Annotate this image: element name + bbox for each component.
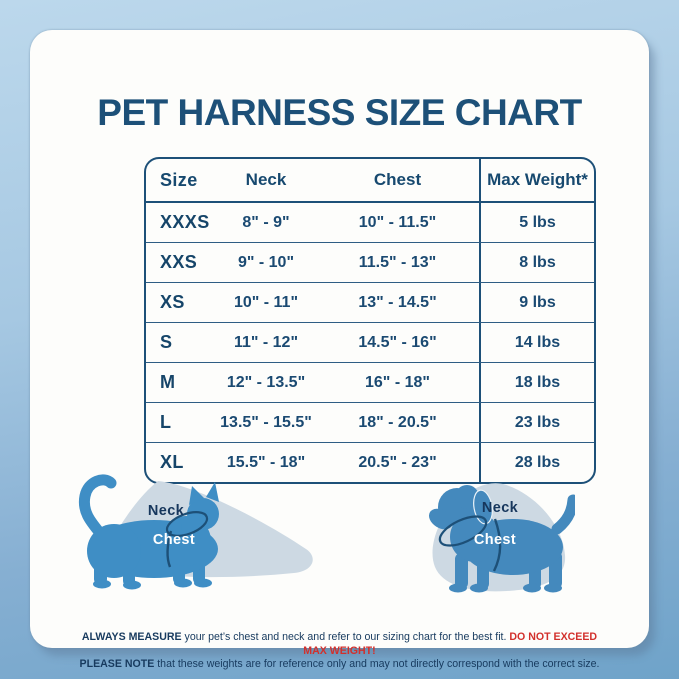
chest-cell: 14.5" - 16" xyxy=(358,333,437,351)
dog-measurement-illustration: Neck Chest xyxy=(428,483,575,593)
column-header-chest: Chest xyxy=(373,170,422,189)
size-cell: L xyxy=(160,412,172,432)
weight-cell: 18 lbs xyxy=(479,363,594,402)
size-cell: XL xyxy=(160,452,184,472)
weight-cell: 9 lbs xyxy=(479,283,594,322)
table-row: M 12" - 13.5" 16" - 18" 18 lbs xyxy=(146,362,594,402)
table-row: XS 10" - 11" 13" - 14.5" 9 lbs xyxy=(146,282,594,322)
size-cell: XXXS xyxy=(160,212,210,232)
cat-neck-strap xyxy=(165,511,209,537)
chest-cell: 18" - 20.5" xyxy=(358,413,437,431)
chest-cell: 11.5" - 13" xyxy=(358,253,437,271)
weight-cell: 23 lbs xyxy=(479,403,594,442)
cat-measurement-illustration: Neck Chest xyxy=(78,474,313,590)
reference-disclaimer-text: that these weights are for reference onl… xyxy=(154,658,600,671)
dog-chest-strap xyxy=(492,518,502,572)
table-row: XXXS 8" - 9" 10" - 11.5" 5 lbs xyxy=(146,203,594,242)
neck-cell: 15.5" - 18" xyxy=(226,453,306,471)
column-header-neck: Neck xyxy=(245,170,287,189)
size-cell: S xyxy=(160,332,173,352)
table-row: L 13.5" - 15.5" 18" - 20.5" 23 lbs xyxy=(146,402,594,442)
measure-instruction-text: your pet’s chest and neck and refer to o… xyxy=(181,631,510,643)
footer-line-2: PLEASE NOTE that these weights are for r… xyxy=(74,658,605,672)
neck-cell: 8" - 9" xyxy=(242,213,290,231)
dog-neck-strap xyxy=(438,515,488,547)
table-row: S 11" - 12" 14.5" - 16" 14 lbs xyxy=(146,322,594,362)
max-weight-warning-text: DO NOT EXCEED MAX WEIGHT! xyxy=(303,631,598,657)
table-row: XL 15.5" - 18" 20.5" - 23" 28 lbs xyxy=(146,442,594,482)
size-cell: XS xyxy=(160,292,185,312)
weight-cell: 5 lbs xyxy=(479,203,594,242)
always-measure-text: ALWAYS MEASURE xyxy=(81,631,182,643)
neck-cell: 13.5" - 15.5" xyxy=(220,413,312,431)
cat-neck-label: Neck xyxy=(148,503,185,519)
footer-line-1: ALWAYS MEASURE your pet’s chest and neck… xyxy=(74,631,605,658)
page-title: PET HARNESS SIZE CHART xyxy=(97,92,582,133)
column-header-size: Size xyxy=(160,169,198,190)
cat-silhouette xyxy=(78,474,219,590)
neck-cell: 11" - 12" xyxy=(233,333,299,351)
neck-cell: 10" - 11" xyxy=(233,293,299,311)
neck-cell: 12" - 13.5" xyxy=(226,373,306,391)
chest-cell: 20.5" - 23" xyxy=(358,453,437,471)
weight-cell: 28 lbs xyxy=(479,443,594,482)
chest-cell: 13" - 14.5" xyxy=(358,293,437,311)
size-cell: XXS xyxy=(160,252,198,272)
chest-cell: 10" - 11.5" xyxy=(358,213,437,231)
weight-cell: 8 lbs xyxy=(479,243,594,282)
please-note-text: PLEASE NOTE xyxy=(79,658,155,671)
neck-cell: 9" - 10" xyxy=(237,253,295,271)
chest-cell: 16" - 18" xyxy=(365,373,430,391)
table-body: XXXS 8" - 9" 10" - 11.5" 5 lbs XXS 9" - … xyxy=(146,203,594,482)
table-row: XXS 9" - 10" 11.5" - 13" 8 lbs xyxy=(146,242,594,282)
size-chart-card: PET HARNESS SIZE CHART Size Neck Chest M… xyxy=(30,30,649,670)
cat-chest-label: Chest xyxy=(153,532,195,548)
table-header-row: Size Neck Chest Max Weight* xyxy=(146,159,594,203)
size-table: Size Neck Chest Max Weight* XXXS 8" - 9"… xyxy=(144,157,596,484)
weight-cell: 14 lbs xyxy=(479,323,594,362)
column-header-max-weight: Max Weight* xyxy=(479,159,594,201)
size-cell: M xyxy=(160,372,176,392)
footer-note: ALWAYS MEASURE your pet’s chest and neck… xyxy=(74,631,605,672)
cat-chest-strap xyxy=(166,530,173,568)
dog-neck-label: Neck xyxy=(482,500,519,516)
dog-chest-label: Chest xyxy=(474,532,516,548)
